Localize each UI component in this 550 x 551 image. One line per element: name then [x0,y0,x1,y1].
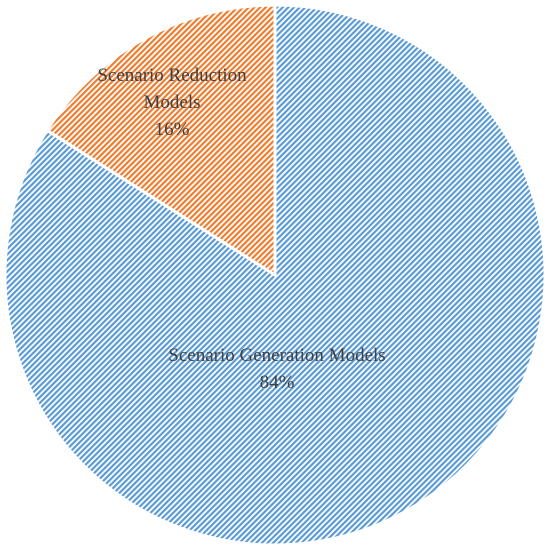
slice-name: Scenario Reduction Models [97,65,247,113]
slice-label: Scenario Reduction Models 16% [72,62,272,143]
slice-name: Scenario Generation Models [168,345,386,366]
pie-slice [44,3,277,278]
slice-percent: 16% [154,119,190,140]
slice-label: Scenario Generation Models 84% [127,342,427,396]
slice-percent: 84% [259,372,295,393]
